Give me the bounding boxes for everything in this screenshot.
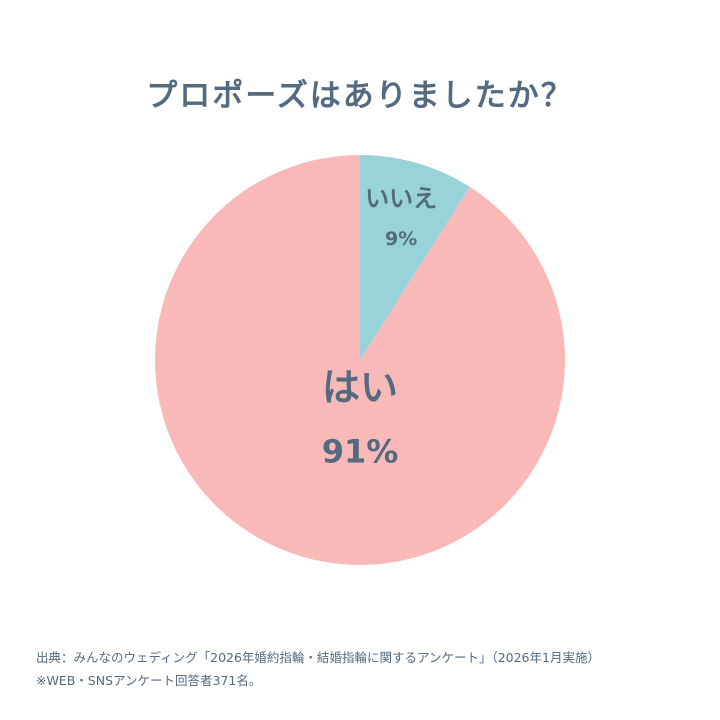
slice-name-label-1: はい (322, 365, 398, 409)
pie-slice-1 (154, 155, 565, 565)
chart-footer: 出典：みんなのウェディング「2026年婚約指輪・結婚指輪に関するアンケート」（2… (36, 646, 696, 692)
slice-value-label-1: 91% (322, 432, 399, 470)
pie-slice-0 (360, 155, 470, 360)
sample-note: ※WEB・SNSアンケート回答者371名。 (36, 673, 262, 688)
slice-value-label-0: 9% (385, 228, 417, 250)
pie-slices (154, 155, 565, 565)
source-note: 出典：みんなのウェディング「2026年婚約指輪・結婚指輪に関するアンケート」（2… (36, 650, 600, 665)
chart-title: プロポーズはありましたか？ (146, 78, 574, 114)
slice-name-label-0: いいえ (365, 185, 437, 213)
pie-labels: いいえ 9% はい 91% (322, 185, 437, 471)
